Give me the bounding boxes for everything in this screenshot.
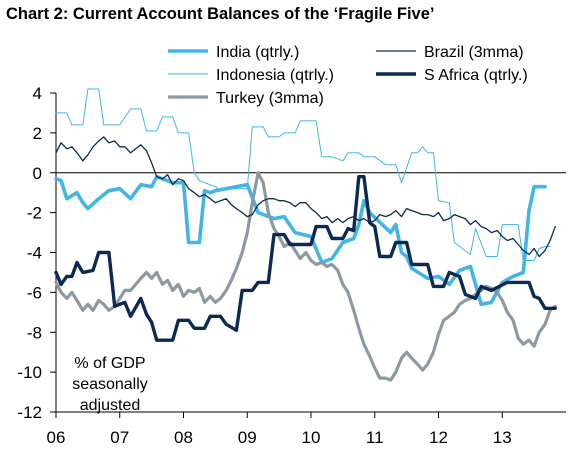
x-tick-label: 06: [47, 428, 66, 447]
x-tick-label: 09: [238, 428, 257, 447]
y-tick-label: 0: [33, 164, 42, 183]
x-tick-label: 10: [302, 428, 321, 447]
series-line: [56, 177, 555, 341]
series-group: [56, 89, 555, 380]
y-tick-label: -10: [17, 363, 42, 382]
y-tick-label: 4: [33, 84, 42, 103]
x-tick-label: 07: [110, 428, 129, 447]
x-tick-label: 08: [174, 428, 193, 447]
y-tick-label: -4: [27, 244, 42, 263]
x-tick-label: 12: [429, 428, 448, 447]
legend-label: India (qtrly.): [216, 44, 299, 61]
y-tick-label: -8: [27, 323, 42, 342]
legend-label: Brazil (3mma): [424, 44, 524, 61]
y-tick-label: -2: [27, 204, 42, 223]
legend: India (qtrly.) Indonesia (qtrly.) Turkey (…: [168, 44, 528, 107]
legend-label: Turkey (3mma): [216, 90, 324, 107]
legend-label: Indonesia (qtrly.): [216, 67, 334, 84]
x-tick-label: 11: [366, 428, 384, 447]
axis-note-line: % of GDP: [74, 355, 145, 372]
axis-note: % of GDP seasonally adjusted: [72, 355, 148, 414]
axis-note-line: adjusted: [80, 397, 141, 414]
legend-label: S Africa (qtrly.): [424, 67, 528, 84]
x-tick-label: 13: [493, 428, 512, 447]
series-line: [56, 177, 545, 305]
axis-note-line: seasonally: [72, 376, 148, 393]
y-tick-label: -6: [27, 283, 42, 302]
series-line: [56, 173, 555, 380]
y-tick-label: 2: [33, 124, 42, 143]
y-tick-label: -12: [17, 403, 42, 422]
